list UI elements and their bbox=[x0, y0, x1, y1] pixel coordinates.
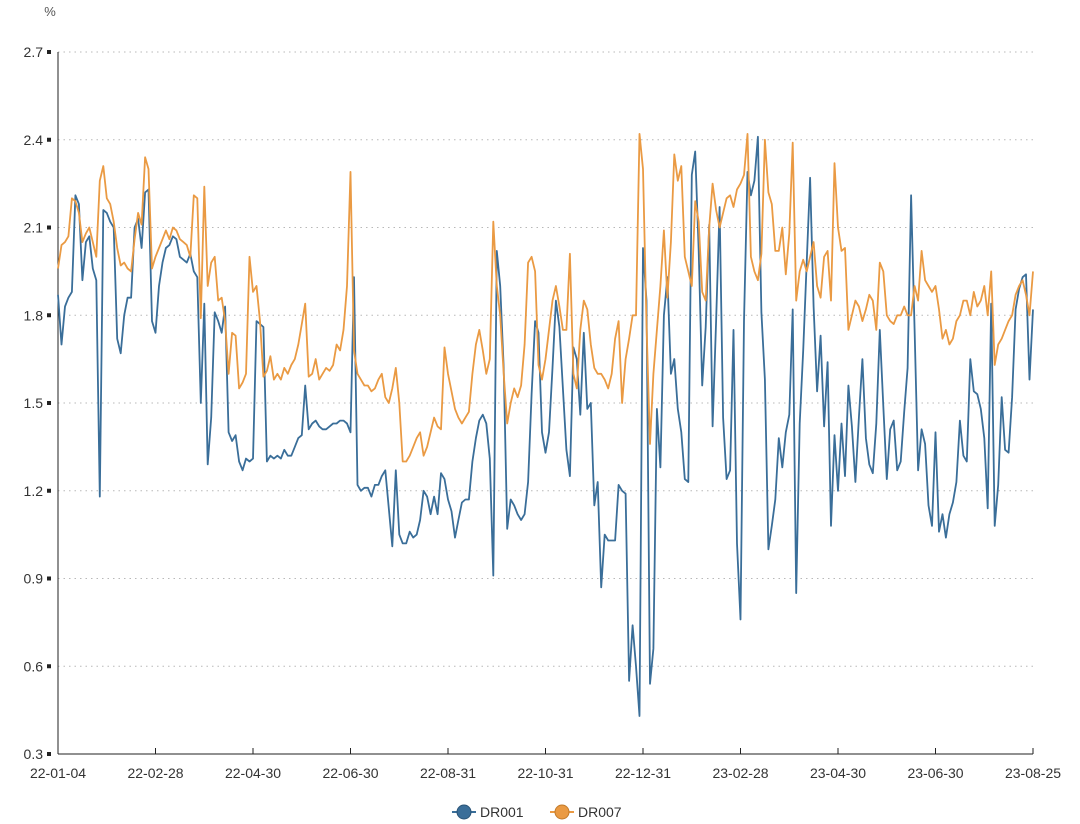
y-tick-label: 2.1 bbox=[24, 220, 44, 236]
legend-item-dr007[interactable]: DR007 bbox=[550, 804, 622, 820]
x-tick-label: 22-04-30 bbox=[225, 765, 281, 781]
series-line-dr007 bbox=[57, 132, 1034, 463]
x-tick-label: 22-10-31 bbox=[517, 765, 573, 781]
y-axis: 0.3 0.6 0.9 1.2 1.5 1.8 2.1 2.4 2.7 bbox=[24, 44, 59, 762]
y-tick-mark bbox=[47, 225, 51, 230]
y-tick-label: 1.8 bbox=[24, 307, 44, 323]
x-tick-label: 22-06-30 bbox=[322, 765, 378, 781]
legend-label: DR001 bbox=[480, 804, 524, 820]
y-tick-label: 1.2 bbox=[24, 483, 44, 499]
series-lines bbox=[57, 132, 1034, 717]
legend-label: DR007 bbox=[578, 804, 622, 820]
y-tick-mark bbox=[47, 488, 51, 493]
y-axis-unit-label: % bbox=[44, 4, 56, 19]
x-tick-label: 23-06-30 bbox=[907, 765, 963, 781]
series-line-dr001 bbox=[57, 135, 1034, 717]
y-tick-mark bbox=[47, 50, 51, 54]
x-tick-label: 23-02-28 bbox=[712, 765, 768, 781]
x-tick-label: 22-02-28 bbox=[127, 765, 183, 781]
y-tick-label: 0.6 bbox=[24, 658, 44, 674]
y-tick-label: 0.3 bbox=[24, 746, 44, 762]
y-tick-mark bbox=[47, 137, 51, 142]
x-tick-label: 22-08-31 bbox=[420, 765, 476, 781]
legend-marker bbox=[456, 804, 472, 820]
legend-marker bbox=[554, 804, 570, 820]
x-tick-label: 22-01-04 bbox=[30, 765, 86, 781]
y-tick-label: 2.4 bbox=[24, 132, 44, 148]
y-tick-mark bbox=[47, 401, 51, 405]
x-axis: 22-01-04 22-02-28 22-04-30 22-06-30 22-08-31… bbox=[30, 748, 1061, 781]
y-tick-label: 2.7 bbox=[24, 44, 44, 60]
legend[interactable]: DR001 DR007 bbox=[452, 804, 622, 820]
y-tick-mark bbox=[47, 752, 51, 756]
x-tick-label: 22-12-31 bbox=[615, 765, 671, 781]
y-tick-mark bbox=[47, 313, 51, 318]
x-tick-label: 23-08-25 bbox=[1005, 765, 1061, 781]
y-tick-label: 1.5 bbox=[24, 395, 44, 411]
legend-item-dr001[interactable]: DR001 bbox=[452, 804, 524, 820]
x-tick-label: 23-04-30 bbox=[810, 765, 866, 781]
y-tick-label: 0.9 bbox=[24, 571, 44, 587]
y-tick-mark bbox=[47, 576, 51, 581]
y-tick-mark bbox=[47, 664, 51, 669]
